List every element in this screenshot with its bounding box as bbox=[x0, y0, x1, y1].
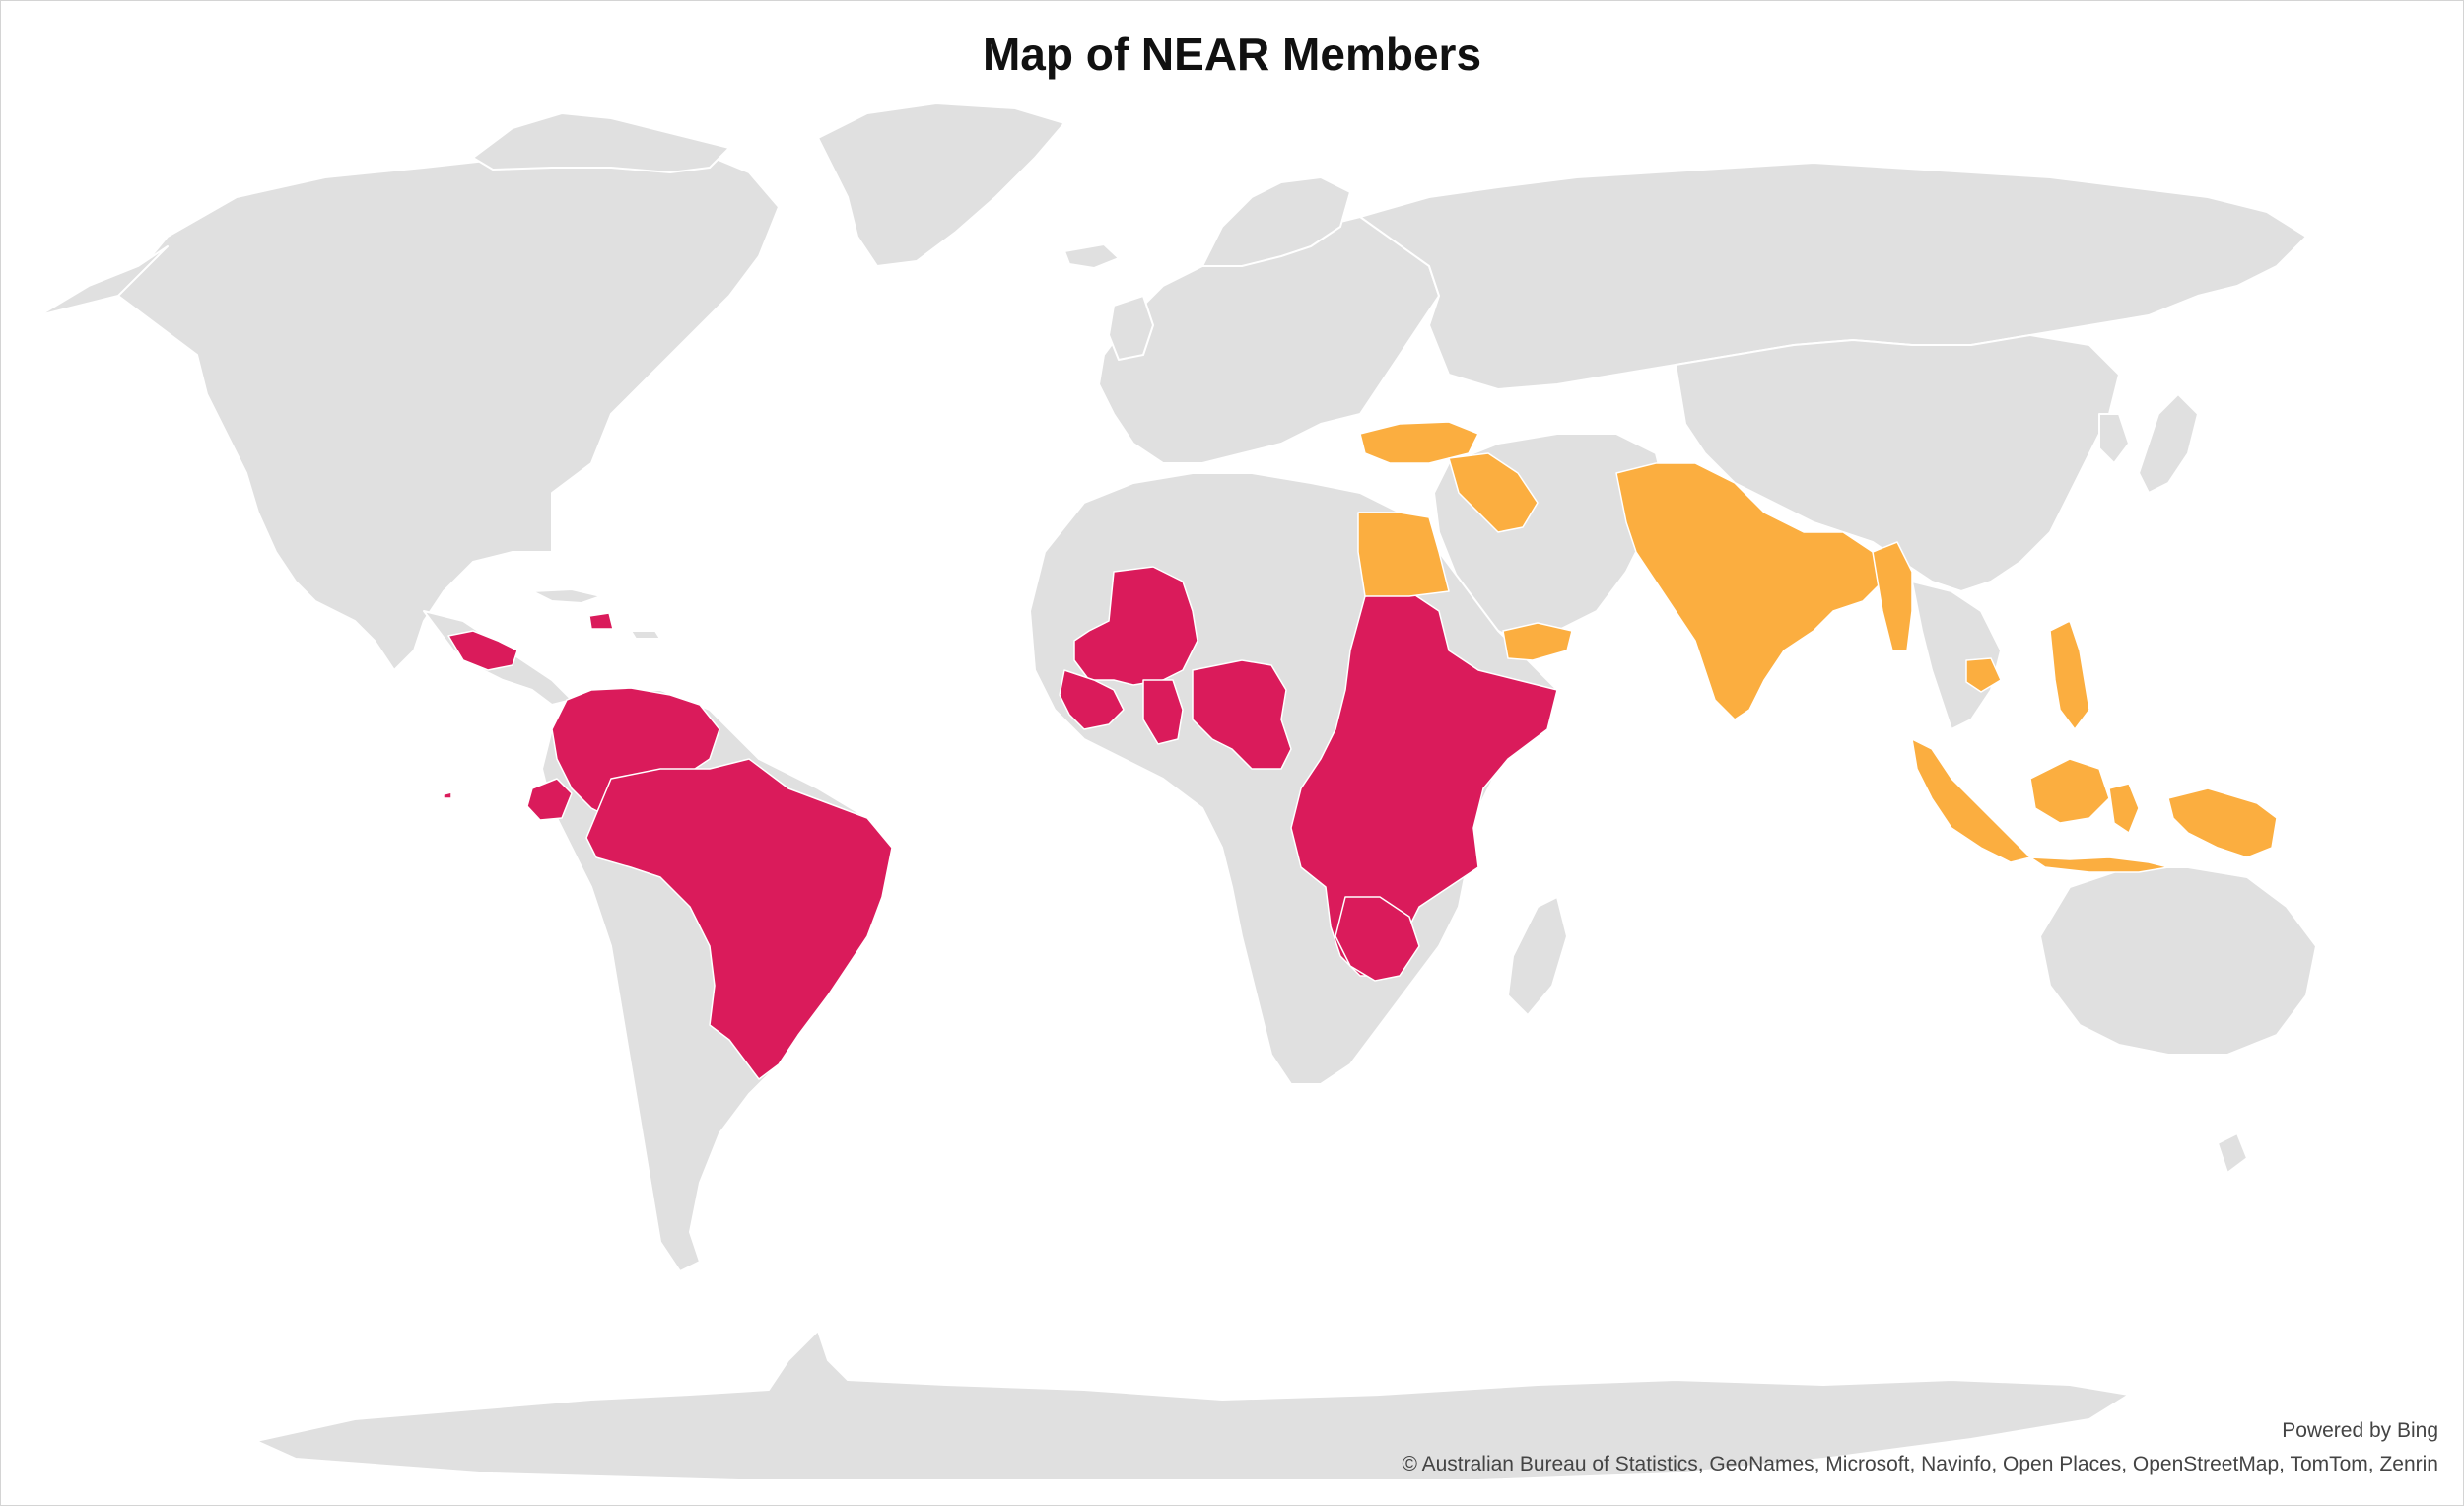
category-a-layer bbox=[443, 566, 1558, 1080]
region-yemen[interactable] bbox=[1502, 622, 1573, 661]
region-southern-africa-a[interactable] bbox=[1335, 896, 1420, 982]
land-antarctica bbox=[255, 1330, 2130, 1481]
land-scandinavia bbox=[1201, 176, 1351, 267]
region-turkey[interactable] bbox=[1359, 421, 1479, 464]
land-new-zealand bbox=[2217, 1132, 2248, 1174]
region-ecuador[interactable] bbox=[526, 778, 573, 821]
region-philippines[interactable] bbox=[2049, 620, 2090, 730]
copyright-text: © Australian Bureau of Statistics, GeoNa… bbox=[1402, 1453, 2438, 1475]
land-greenland bbox=[817, 103, 1065, 267]
region-central-america-a[interactable] bbox=[447, 630, 518, 671]
land-iceland bbox=[1063, 243, 1120, 269]
land-japan bbox=[2138, 393, 2199, 494]
region-guinea-coast[interactable] bbox=[1059, 669, 1125, 730]
region-levant-iraq[interactable] bbox=[1448, 452, 1539, 533]
land-australia bbox=[2039, 866, 2317, 1056]
region-indonesia-islands[interactable] bbox=[2029, 856, 2169, 873]
region-brazil[interactable] bbox=[585, 758, 893, 1080]
land-madagascar bbox=[1507, 896, 1568, 1016]
map-title: Map of NEAR Members bbox=[982, 29, 1482, 80]
land-russia bbox=[1359, 162, 2307, 390]
region-nigeria-cameroon[interactable] bbox=[1192, 659, 1292, 770]
region-indonesia-borneo-sulawesi[interactable] bbox=[2029, 758, 2140, 834]
land-korea bbox=[2098, 413, 2130, 464]
land-caribbean bbox=[531, 588, 661, 640]
region-cambodia[interactable] bbox=[1965, 657, 2002, 693]
land-british-isles bbox=[1108, 295, 1154, 361]
land-indochina bbox=[1911, 581, 2002, 730]
powered-by-text: Powered by Bing bbox=[2282, 1419, 2438, 1442]
region-south-asia[interactable] bbox=[1615, 462, 1883, 720]
region-myanmar[interactable] bbox=[1872, 541, 1913, 651]
region-haiti[interactable] bbox=[588, 612, 614, 630]
region-indonesia-east[interactable] bbox=[2167, 787, 2278, 858]
region-indonesia-west[interactable] bbox=[1911, 738, 2031, 863]
land-layer bbox=[38, 103, 2317, 1481]
land-alaska bbox=[38, 245, 169, 316]
region-egypt[interactable] bbox=[1357, 512, 1450, 597]
region-west-africa-sahel[interactable] bbox=[1073, 566, 1198, 686]
region-ghana-area[interactable] bbox=[1142, 679, 1184, 745]
land-china bbox=[1675, 334, 2120, 592]
category-b-layer bbox=[1357, 421, 2278, 873]
land-north-america bbox=[117, 147, 780, 671]
land-arctic-islands bbox=[472, 112, 730, 173]
region-galapagos-dot[interactable] bbox=[443, 791, 452, 799]
